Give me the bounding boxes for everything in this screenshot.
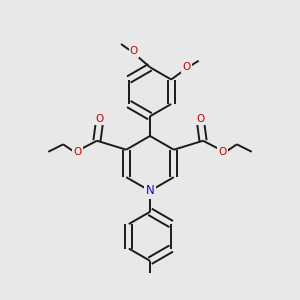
Text: N: N bbox=[146, 184, 154, 197]
Text: O: O bbox=[182, 62, 190, 72]
Text: O: O bbox=[95, 114, 103, 124]
Text: O: O bbox=[74, 147, 82, 157]
Text: O: O bbox=[218, 147, 226, 157]
Text: O: O bbox=[196, 114, 205, 124]
Text: O: O bbox=[130, 46, 138, 56]
